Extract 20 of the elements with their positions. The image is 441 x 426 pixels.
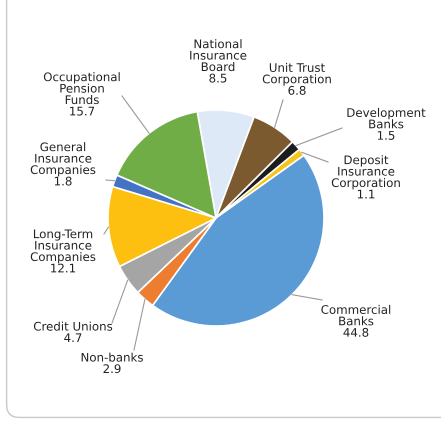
- data-label: 15.7: [70, 106, 94, 116]
- data-label: 4.7: [64, 333, 82, 342]
- data-label: 1.8: [54, 176, 72, 186]
- slice-label: Non-banks: [82, 352, 143, 362]
- data-label: 6.8: [288, 86, 306, 95]
- data-label: 1.5: [378, 131, 394, 140]
- data-label: 8.5: [209, 74, 226, 83]
- slice-label: National Insurance Board: [190, 39, 246, 72]
- slice-label: General Insurance Companies: [30, 142, 96, 176]
- slice-label: Credit Unions: [34, 322, 112, 331]
- data-label: 2.9: [103, 364, 121, 374]
- data-label: 44.8: [343, 328, 368, 337]
- data-label: 1.1: [358, 190, 374, 198]
- slice-label: Commercial Banks: [321, 304, 390, 326]
- slice-label: Development Banks: [347, 108, 426, 128]
- slice-label: Long-Term Insurance Companies: [30, 230, 96, 264]
- slice-label: Unit Trust Corporation: [262, 62, 331, 86]
- slice-label: Deposit Insurance Corporation: [332, 155, 400, 190]
- data-label: 12.1: [51, 264, 76, 272]
- slice-label: Occupational Pension Funds: [44, 72, 120, 104]
